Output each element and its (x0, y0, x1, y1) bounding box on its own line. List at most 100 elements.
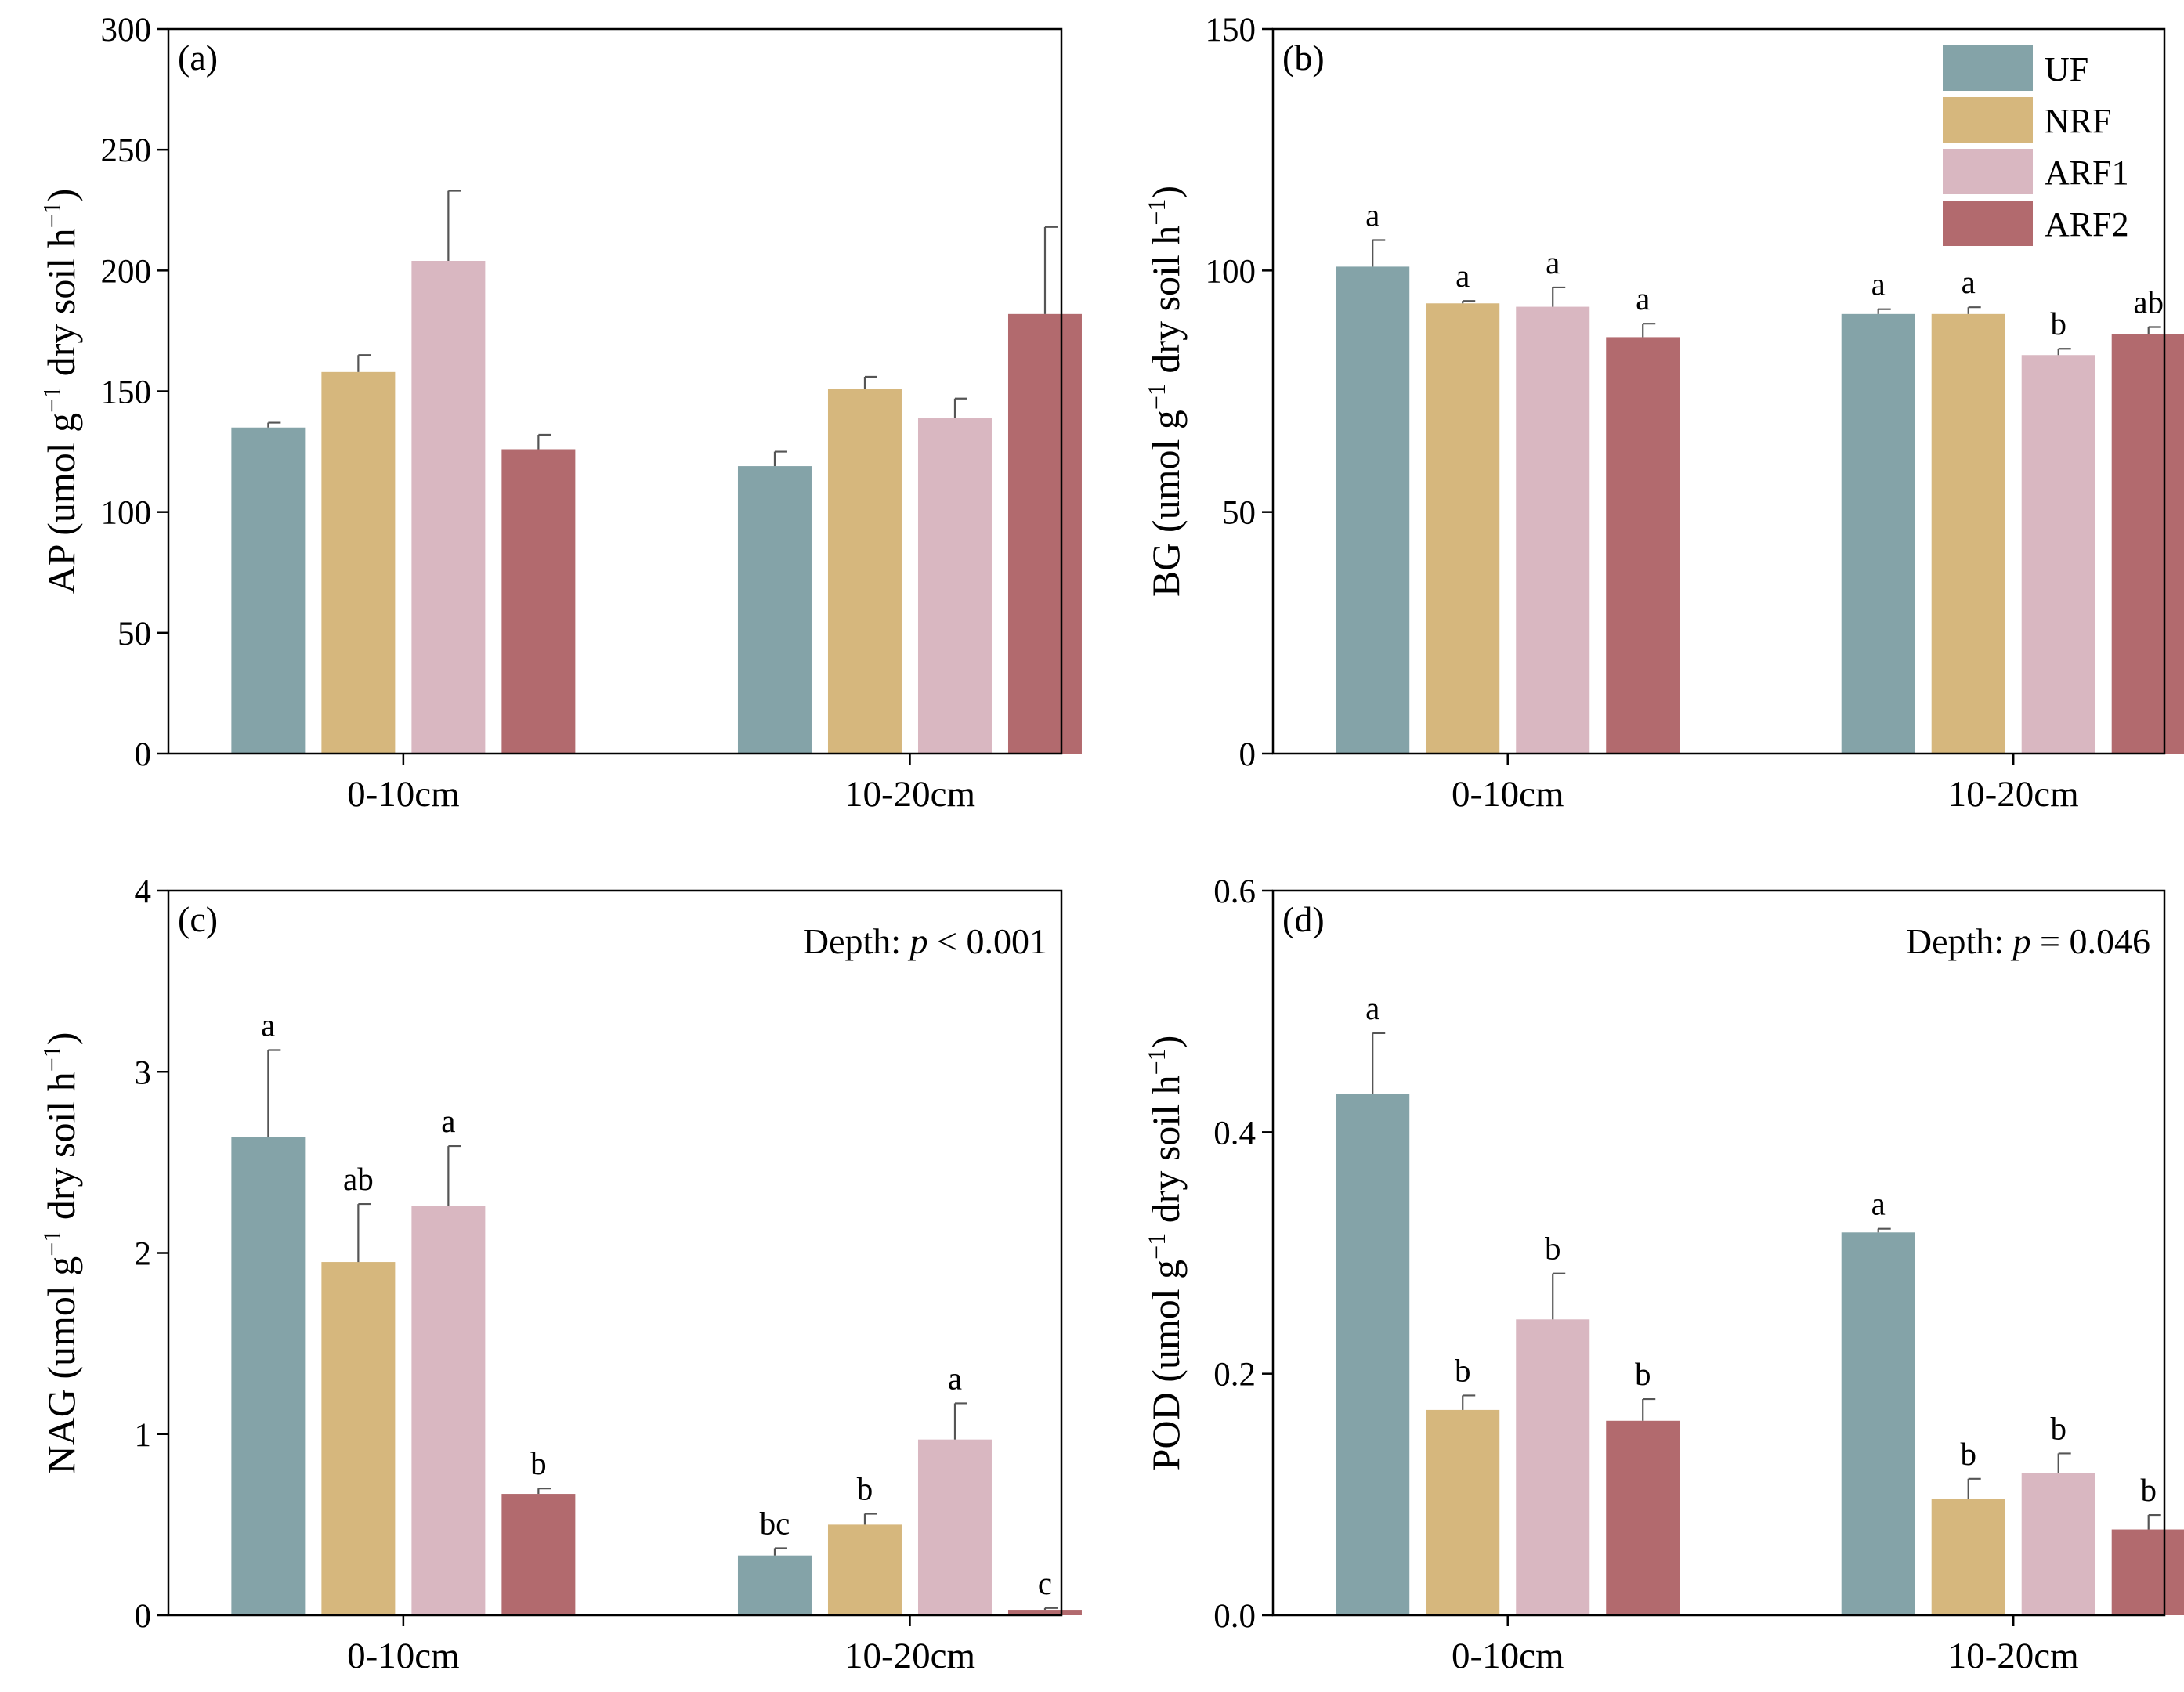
significance-letter: bc (760, 1505, 790, 1541)
significance-letter: a (1365, 197, 1379, 233)
y-tick-label: 50 (1222, 495, 1256, 532)
bar-arf2-10-20cm (1007, 1610, 1082, 1615)
bar-arf1-0-10cm (1516, 1319, 1590, 1615)
panel-label: (a) (178, 38, 218, 78)
significance-letter: a (1636, 280, 1650, 316)
y-tick-label: 0 (135, 736, 152, 773)
x-tick-label: 0-10cm (1452, 774, 1564, 815)
bar-nrf-0-10cm (1426, 303, 1500, 754)
legend-label-arf2: ARF2 (2045, 205, 2129, 244)
legend-label-arf1: ARF1 (2045, 154, 2129, 192)
bar-arf1-10-20cm (917, 1439, 992, 1615)
bar-arf1-10-20cm (2021, 355, 2095, 754)
legend-swatch-arf2 (1943, 201, 2033, 246)
legend-swatch-uf (1943, 45, 2033, 91)
bar-nrf-10-20cm (1931, 1499, 2005, 1615)
y-tick-label: 250 (101, 132, 152, 169)
bar-uf-0-10cm (231, 1137, 306, 1615)
y-axis-label: AP (umol g−1 dry soil h−1) (38, 189, 83, 595)
depth-annotation: Depth: p < 0.001 (803, 921, 1047, 961)
bar-arf2-10-20cm (1007, 313, 1082, 754)
y-tick-label: 0.2 (1213, 1357, 1256, 1394)
bar-uf-0-10cm (231, 427, 306, 754)
bar-arf1-10-20cm (2021, 1473, 2095, 1615)
panel-label: (b) (1282, 38, 1325, 78)
significance-letter: b (1635, 1356, 1651, 1392)
bar-arf2-10-20cm (2111, 334, 2184, 754)
bar-arf1-0-10cm (1516, 306, 1590, 754)
bar-uf-10-20cm (1841, 313, 1915, 754)
bar-nrf-0-10cm (321, 371, 396, 754)
x-tick-label: 0-10cm (347, 1636, 460, 1676)
bar-nrf-0-10cm (321, 1262, 396, 1615)
y-tick-label: 0 (1239, 736, 1257, 773)
bar-arf2-0-10cm (501, 449, 576, 754)
significance-letter: b (2140, 1472, 2157, 1508)
legend-label-nrf: NRF (2045, 102, 2112, 140)
significance-letter: b (857, 1471, 873, 1507)
y-tick-label: 0.4 (1213, 1115, 1256, 1152)
bar-arf1-10-20cm (917, 418, 992, 754)
y-tick-label: 200 (101, 253, 152, 290)
bar-uf-10-20cm (737, 466, 812, 754)
significance-letter: b (1545, 1231, 1561, 1267)
bar-arf1-0-10cm (411, 1206, 486, 1615)
depth-annotation: Depth: p = 0.046 (1906, 921, 2150, 961)
panel-label: (c) (178, 899, 218, 939)
bar-nrf-10-20cm (1931, 313, 2005, 754)
x-tick-label: 0-10cm (347, 774, 460, 815)
significance-letter: ab (343, 1161, 374, 1197)
legend-swatch-arf1 (1943, 149, 2033, 194)
y-tick-label: 3 (135, 1054, 152, 1091)
x-tick-label: 10-20cm (844, 774, 975, 815)
plot-frame (1271, 27, 2166, 755)
bar-nrf-10-20cm (827, 1524, 902, 1615)
plot-frame (1271, 889, 2166, 1617)
bar-arf2-0-10cm (1606, 1420, 1680, 1615)
significance-letter: b (1960, 1436, 1976, 1472)
x-tick-label: 0-10cm (1452, 1636, 1564, 1676)
y-tick-label: 1 (135, 1417, 152, 1454)
significance-letter: a (1455, 258, 1470, 294)
bar-nrf-10-20cm (827, 389, 902, 754)
y-tick-label: 100 (101, 495, 152, 532)
bar-arf2-0-10cm (1606, 337, 1680, 754)
legend: UF NRF ARF1 ARF2 (1943, 45, 2129, 246)
bar-uf-10-20cm (1841, 1232, 1915, 1615)
bar-uf-0-10cm (1336, 266, 1410, 754)
significance-letter: a (1962, 264, 1976, 300)
y-tick-label: 4 (135, 873, 152, 910)
significance-letter: a (948, 1360, 962, 1396)
x-tick-label: 10-20cm (844, 1636, 975, 1676)
panel-label: (d) (1282, 899, 1325, 939)
significance-letter: b (2050, 306, 2066, 342)
significance-letter: a (261, 1007, 275, 1043)
y-tick-label: 0.6 (1213, 873, 1256, 910)
significance-letter: a (441, 1103, 455, 1139)
bar-uf-0-10cm (1336, 1094, 1410, 1615)
y-tick-label: 2 (135, 1236, 152, 1273)
panel-d: a a b b b b b b 0.0 0.2 0.4 0.6 0-10cm 10-20cm (d) POD … (1142, 873, 2184, 1676)
x-tick-label: 10-20cm (1948, 1636, 2079, 1676)
y-tick-label: 0 (135, 1598, 152, 1635)
significance-letter: b (2050, 1410, 2066, 1446)
panel-a: 0 50 100 150 200 250 300 0-10cm 10-20cm (a) AP (um… (38, 12, 1082, 815)
significance-letter: ab (2133, 284, 2164, 320)
y-axis-label: NAG (umol g−1 dry soil h−1) (38, 1032, 83, 1474)
significance-letter: a (1546, 244, 1560, 280)
significance-letter: a (1871, 266, 1886, 302)
bar-arf2-0-10cm (501, 1494, 576, 1615)
bar-nrf-0-10cm (1426, 1409, 1500, 1615)
significance-letter: a (1871, 1186, 1886, 1222)
y-tick-label: 0.0 (1213, 1598, 1256, 1635)
y-axis-label: POD (umol g−1 dry soil h−1) (1142, 1036, 1188, 1471)
y-tick-label: 300 (101, 12, 152, 49)
significance-letter: b (530, 1445, 547, 1481)
y-tick-label: 50 (118, 616, 151, 653)
y-tick-label: 100 (1206, 253, 1257, 290)
bar-arf1-0-10cm (411, 261, 486, 754)
bar-uf-10-20cm (737, 1555, 812, 1615)
